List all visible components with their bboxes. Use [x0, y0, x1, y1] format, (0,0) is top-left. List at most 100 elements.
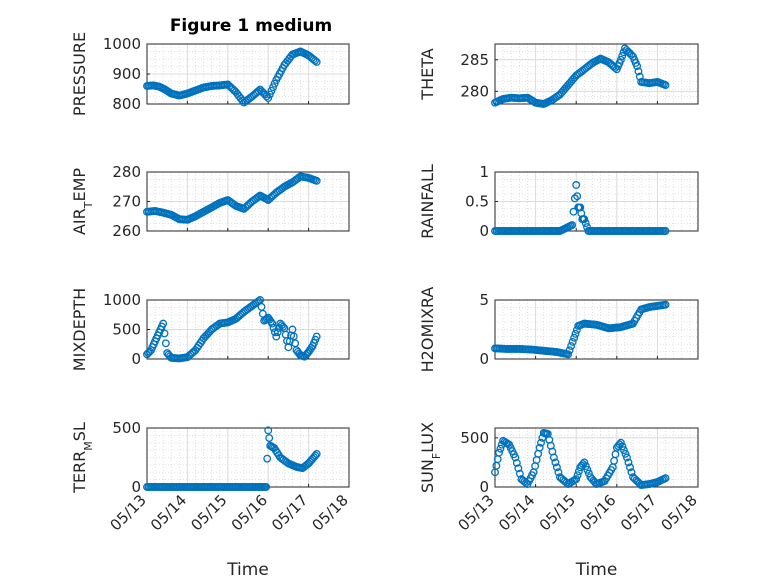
y-tick-label: 270 [112, 193, 141, 211]
data-point-marker [515, 469, 524, 478]
x-tick-label: 05/13 [455, 491, 498, 534]
data-point-marker [581, 219, 590, 228]
y-axis-label: RAINFALL [418, 164, 437, 239]
data-point-marker [572, 475, 581, 484]
y-tick-label: 0 [131, 478, 141, 496]
x-tick-label: 05/16 [228, 491, 271, 534]
y-tick-label: 280 [112, 163, 141, 181]
x-tick-label: 05/13 [107, 491, 150, 534]
data-point-marker [160, 329, 169, 338]
data-point-marker [159, 319, 168, 328]
data-point-marker [568, 221, 577, 230]
data-point-marker [554, 468, 563, 477]
y-tick-label: 500 [112, 321, 141, 339]
data-point-marker [496, 444, 505, 453]
data-point-marker [634, 67, 643, 76]
data-point-marker [621, 449, 630, 458]
y-axis-label: MIXDEPTH [70, 288, 89, 371]
data-point-marker [311, 56, 320, 65]
data-point-marker [312, 58, 321, 66]
data-point-marker [263, 454, 272, 463]
data-point-marker [269, 323, 278, 332]
subplot-4: 0 0.5 1 RAINFALL [418, 163, 699, 240]
x-axis-label: Time [575, 560, 618, 580]
subplot-6: 0 5 H2OMIXRA [418, 287, 699, 372]
y-tick-label: 900 [112, 65, 141, 83]
data-point-marker [264, 94, 273, 102]
y-axis-label: SUNFLUX [418, 422, 443, 493]
axes-frame [494, 43, 699, 105]
data-point-marker [580, 458, 589, 467]
axes-frame [494, 299, 699, 360]
data-point-marker [581, 462, 590, 471]
subplot-1: 800 900 1000 PRESSURE [70, 32, 350, 116]
data-point-marker [279, 322, 287, 331]
data-point-marker [572, 181, 581, 189]
data-point-marker [254, 87, 263, 95]
data-point-marker [273, 328, 282, 337]
data-point-marker [495, 448, 504, 457]
data-point-marker [549, 453, 558, 462]
figure-title: Figure 1 medium [170, 16, 332, 36]
data-point-marker [268, 319, 277, 328]
data-point-marker [633, 62, 642, 71]
x-axis-label: Time [226, 560, 269, 580]
y-tick-label: 0 [479, 478, 489, 496]
data-point-marker [573, 471, 582, 480]
subplot-5: 0 500 1000 MIXDEPTH [70, 288, 350, 371]
data-point-marker [567, 342, 576, 350]
data-point-marker [311, 451, 320, 460]
data-point-marker [262, 483, 271, 491]
data-point-marker [265, 434, 274, 442]
data-point-marker [312, 450, 321, 458]
data-point-marker [573, 192, 582, 201]
data-point-marker [571, 329, 580, 338]
data-point-marker [511, 453, 520, 462]
axes-frame [146, 299, 350, 360]
data-point-marker [161, 339, 170, 348]
y-tick-label: 500 [460, 429, 489, 447]
x-tick-label: 05/16 [576, 491, 619, 534]
data-point-marker [619, 446, 628, 455]
data-point-marker [551, 458, 560, 467]
data-point-marker [265, 90, 274, 99]
data-point-marker [570, 194, 579, 203]
data-point-marker [270, 79, 279, 88]
data-point-marker [661, 300, 670, 309]
y-axis-label: THETA [418, 48, 437, 100]
data-point-marker [270, 328, 279, 337]
data-point-marker [661, 474, 670, 483]
data-point-marker [512, 458, 521, 467]
data-point-marker [627, 468, 636, 477]
data-point-marker [616, 55, 625, 64]
x-tick-label: 05/14 [147, 491, 190, 534]
data-point-marker [537, 438, 545, 447]
data-point-marker [661, 81, 670, 90]
data-point-marker [624, 458, 633, 467]
y-axis-label: PRESSURE [70, 32, 89, 116]
y-axis-label: TERRMSL [70, 422, 95, 494]
x-tick-label: 05/17 [268, 491, 311, 534]
y-tick-label: 800 [112, 95, 141, 113]
subplot-2: 280 285 THETA [418, 43, 699, 108]
data-point-marker [626, 463, 634, 472]
data-point-marker [564, 350, 573, 359]
y-tick-label: 285 [460, 51, 489, 69]
data-point-marker [661, 227, 670, 235]
y-tick-label: 260 [112, 222, 141, 240]
subplot-3: 260 270 280 AIRTEMP [70, 163, 350, 240]
data-point-marker [580, 215, 589, 224]
y-tick-label: 280 [460, 82, 489, 100]
axes-frame [146, 171, 350, 232]
data-point-marker [583, 465, 592, 474]
data-point-marker [266, 317, 275, 326]
y-tick-label: 1000 [103, 35, 141, 53]
data-point-marker [570, 333, 579, 342]
data-point-marker [616, 438, 625, 447]
data-point-marker [569, 207, 578, 216]
data-point-marker [272, 332, 281, 341]
x-tick-label: 05/18 [658, 491, 701, 534]
data-point-marker [514, 464, 523, 473]
